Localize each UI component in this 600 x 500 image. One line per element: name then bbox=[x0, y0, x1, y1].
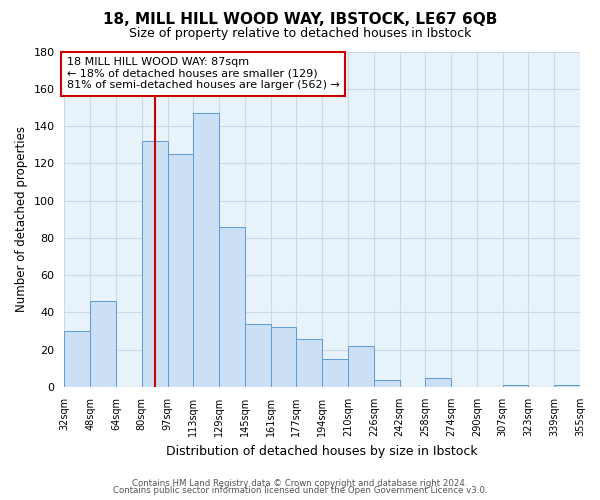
Bar bbox=[193, 113, 219, 387]
Y-axis label: Number of detached properties: Number of detached properties bbox=[15, 126, 28, 312]
Text: Contains public sector information licensed under the Open Government Licence v3: Contains public sector information licen… bbox=[113, 486, 487, 495]
Bar bbox=[167, 154, 193, 387]
X-axis label: Distribution of detached houses by size in Ibstock: Distribution of detached houses by size … bbox=[166, 444, 478, 458]
Bar bbox=[219, 226, 245, 387]
Bar bbox=[142, 141, 167, 387]
Bar bbox=[296, 338, 322, 387]
Bar bbox=[374, 380, 400, 387]
Bar bbox=[348, 346, 374, 387]
Bar bbox=[322, 359, 348, 387]
Text: Size of property relative to detached houses in Ibstock: Size of property relative to detached ho… bbox=[129, 28, 471, 40]
Bar bbox=[425, 378, 451, 387]
Bar bbox=[271, 328, 296, 387]
Bar bbox=[64, 331, 90, 387]
Text: 18, MILL HILL WOOD WAY, IBSTOCK, LE67 6QB: 18, MILL HILL WOOD WAY, IBSTOCK, LE67 6Q… bbox=[103, 12, 497, 28]
Text: 18 MILL HILL WOOD WAY: 87sqm
← 18% of detached houses are smaller (129)
81% of s: 18 MILL HILL WOOD WAY: 87sqm ← 18% of de… bbox=[67, 57, 340, 90]
Text: Contains HM Land Registry data © Crown copyright and database right 2024.: Contains HM Land Registry data © Crown c… bbox=[132, 478, 468, 488]
Bar bbox=[554, 385, 580, 387]
Bar bbox=[90, 302, 116, 387]
Bar bbox=[503, 385, 529, 387]
Bar bbox=[245, 324, 271, 387]
